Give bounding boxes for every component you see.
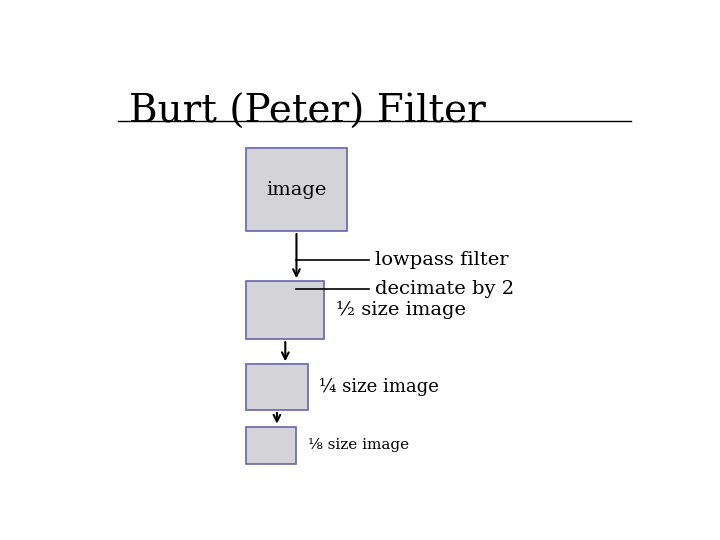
Text: ¼ size image: ¼ size image xyxy=(319,378,438,396)
Text: lowpass filter: lowpass filter xyxy=(374,251,508,269)
Text: image: image xyxy=(266,180,327,199)
FancyBboxPatch shape xyxy=(246,364,307,410)
Text: ½ size image: ½ size image xyxy=(336,301,466,319)
Text: Burt (Peter) Filter: Burt (Peter) Filter xyxy=(129,94,486,131)
Text: ⅛ size image: ⅛ size image xyxy=(307,438,409,453)
FancyBboxPatch shape xyxy=(246,427,297,464)
FancyBboxPatch shape xyxy=(246,281,324,339)
FancyBboxPatch shape xyxy=(246,148,347,231)
Text: decimate by 2: decimate by 2 xyxy=(374,280,513,298)
